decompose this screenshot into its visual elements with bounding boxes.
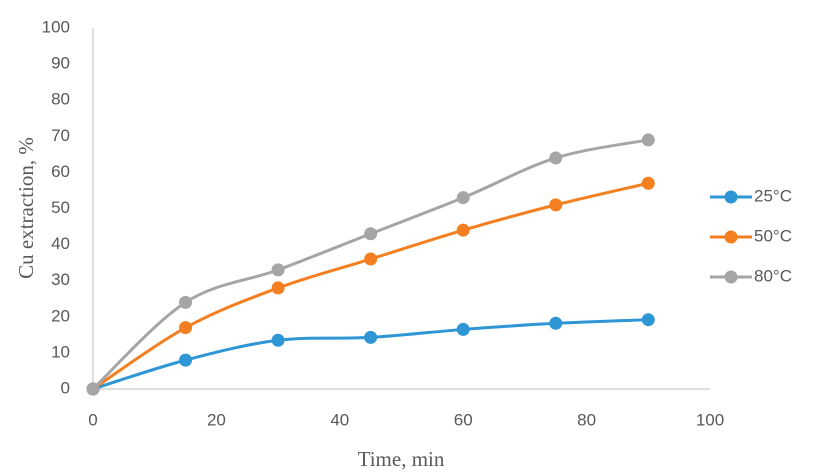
data-point [549,198,563,212]
data-point [179,295,193,309]
y-tick-label: 0 [61,378,70,397]
data-point [179,321,193,335]
legend-marker [724,270,738,284]
data-point [271,333,285,347]
x-tick-label: 80 [577,410,596,429]
data-point [364,330,378,344]
x-tick-label: 0 [88,410,97,429]
x-tick-label: 60 [454,410,473,429]
data-point [641,176,655,190]
data-point [456,322,470,336]
series-line [92,318,649,391]
y-tick-label: 40 [51,234,70,253]
data-point [641,133,655,147]
x-tick-label: 20 [207,410,226,429]
y-tick-label: 20 [51,306,70,325]
y-tick-label: 70 [51,126,70,145]
data-point [179,353,193,367]
data-point [456,191,470,205]
legend-label: 80°C [754,266,792,285]
y-tick-label: 90 [51,54,70,73]
y-tick-label: 50 [51,198,70,217]
legend-marker [724,230,738,244]
legend-label: 50°C [754,226,792,245]
data-point [641,313,655,327]
y-tick-label: 30 [51,270,70,289]
data-point [364,252,378,266]
y-axis-title: Cu extraction, % [14,137,38,279]
data-point [549,316,563,330]
x-axis-title: Time, min [358,447,445,471]
y-tick-label: 10 [51,342,70,361]
data-point [549,151,563,165]
x-tick-label: 100 [696,410,724,429]
data-point [364,227,378,241]
y-tick-label: 100 [42,17,70,36]
data-point [456,223,470,237]
legend-marker [724,190,738,204]
x-tick-label: 40 [330,410,349,429]
series-line [92,181,649,391]
y-tick-label: 80 [51,90,70,109]
legend-label: 25°C [754,186,792,205]
data-point [271,263,285,277]
data-point [86,382,100,396]
y-tick-label: 60 [51,162,70,181]
data-point [271,281,285,295]
